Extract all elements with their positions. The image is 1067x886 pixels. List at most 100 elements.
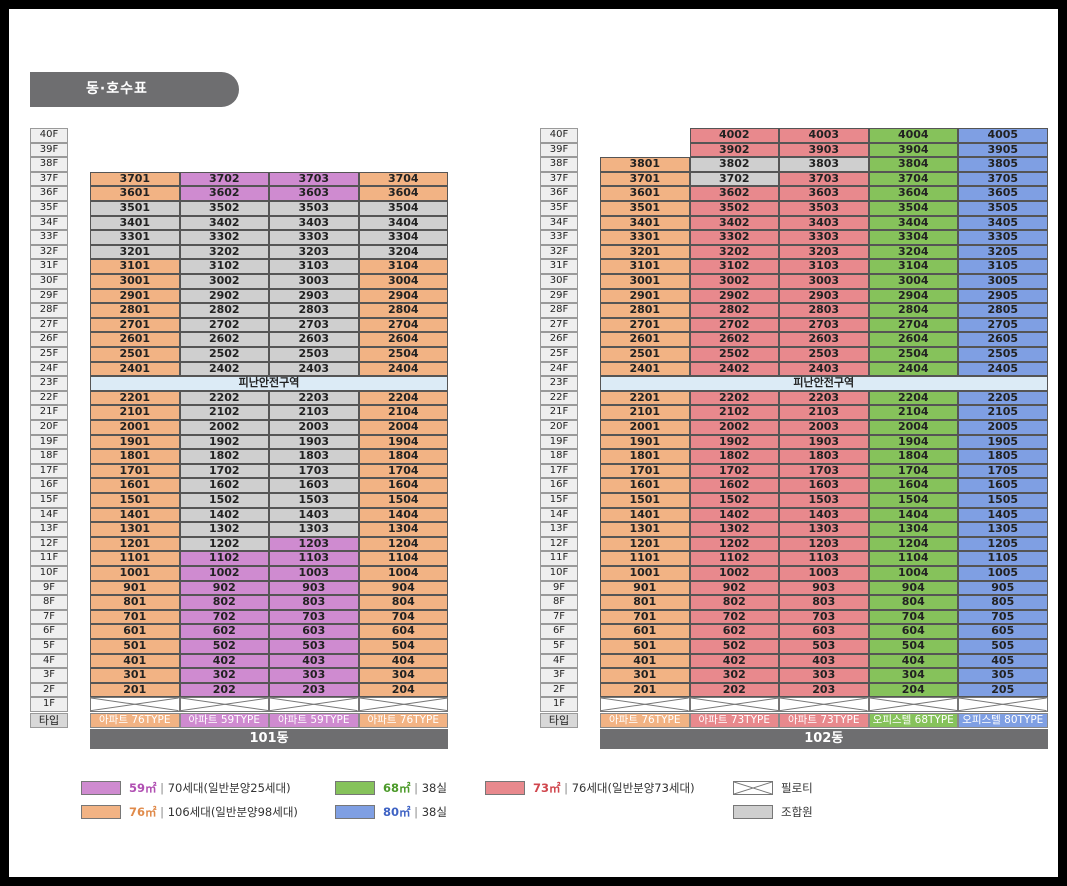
unit-cell[interactable]: 1005 xyxy=(958,566,1048,581)
unit-cell[interactable]: 802 xyxy=(179,595,269,610)
unit-cell[interactable]: 302 xyxy=(179,668,269,683)
unit-cell[interactable]: 2004 xyxy=(358,420,448,435)
unit-cell[interactable]: 3203 xyxy=(779,244,869,260)
unit-cell[interactable]: 804 xyxy=(868,595,958,610)
unit-cell[interactable]: 2405 xyxy=(958,361,1048,377)
unit-cell[interactable]: 3001 xyxy=(600,274,690,289)
unit-cell[interactable]: 1703 xyxy=(779,463,869,479)
unit-cell[interactable]: 1102 xyxy=(179,551,269,566)
unit-cell[interactable]: 2003 xyxy=(269,420,359,435)
unit-cell[interactable]: 1303 xyxy=(779,522,869,537)
unit-cell[interactable]: 201 xyxy=(600,682,690,698)
unit-cell[interactable]: 602 xyxy=(689,624,779,639)
unit-cell[interactable]: 2701 xyxy=(90,317,180,333)
unit-cell[interactable]: 1502 xyxy=(179,493,269,508)
unit-cell[interactable]: 3602 xyxy=(179,186,269,201)
unit-cell[interactable]: 1402 xyxy=(689,507,779,523)
unit-cell[interactable]: 501 xyxy=(90,639,180,654)
unit-cell[interactable]: 2601 xyxy=(600,332,690,347)
unit-cell[interactable]: 2704 xyxy=(358,317,448,333)
unit-cell[interactable]: 704 xyxy=(868,609,958,625)
unit-cell[interactable]: 203 xyxy=(779,682,869,698)
unit-cell[interactable]: 3304 xyxy=(868,230,958,245)
unit-cell[interactable]: 3803 xyxy=(779,157,869,172)
unit-cell[interactable]: 3402 xyxy=(179,215,269,231)
unit-cell[interactable]: 504 xyxy=(868,639,958,654)
unit-cell[interactable]: 204 xyxy=(868,682,958,698)
unit-cell[interactable]: 1803 xyxy=(269,449,359,464)
unit-cell[interactable]: 201 xyxy=(90,682,180,698)
unit-cell[interactable]: 3905 xyxy=(958,142,1048,158)
unit-cell[interactable]: 2604 xyxy=(358,332,448,347)
unit-cell[interactable]: 3302 xyxy=(179,230,269,245)
unit-cell[interactable]: 3104 xyxy=(358,259,448,274)
unit-cell[interactable]: 2905 xyxy=(958,288,1048,304)
unit-cell[interactable]: 1804 xyxy=(358,449,448,464)
unit-cell[interactable]: 3101 xyxy=(90,259,180,274)
unit-cell[interactable]: 3105 xyxy=(958,259,1048,274)
unit-cell[interactable]: 3503 xyxy=(269,201,359,216)
unit-cell[interactable]: 3001 xyxy=(90,274,180,289)
unit-cell[interactable]: 1604 xyxy=(358,478,448,493)
unit-cell[interactable]: 704 xyxy=(358,609,448,625)
unit-cell[interactable]: 1302 xyxy=(179,522,269,537)
unit-cell[interactable]: 3402 xyxy=(689,215,779,231)
unit-cell[interactable]: 302 xyxy=(689,668,779,683)
unit-cell[interactable]: 3603 xyxy=(779,186,869,201)
unit-cell[interactable]: 1902 xyxy=(179,434,269,450)
unit-cell[interactable]: 3703 xyxy=(269,171,359,187)
unit-cell[interactable]: 502 xyxy=(179,639,269,654)
unit-cell[interactable]: 2903 xyxy=(779,288,869,304)
unit-cell[interactable]: 3702 xyxy=(689,171,779,187)
unit-cell[interactable]: 1902 xyxy=(689,434,779,450)
unit-cell[interactable]: 1004 xyxy=(868,566,958,581)
unit-cell[interactable]: 1901 xyxy=(90,434,180,450)
unit-cell[interactable]: 1904 xyxy=(868,434,958,450)
unit-cell[interactable]: 701 xyxy=(600,609,690,625)
unit-cell[interactable]: 1901 xyxy=(600,434,690,450)
unit-cell[interactable]: 1501 xyxy=(90,493,180,508)
unit-cell[interactable]: 3501 xyxy=(600,201,690,216)
unit-cell[interactable]: 2101 xyxy=(90,405,180,420)
unit-cell[interactable]: 804 xyxy=(358,595,448,610)
unit-cell[interactable]: 3103 xyxy=(269,259,359,274)
unit-cell[interactable]: 2701 xyxy=(600,317,690,333)
unit-cell[interactable]: 902 xyxy=(179,580,269,596)
unit-cell[interactable]: 2104 xyxy=(868,405,958,420)
unit-cell[interactable]: 403 xyxy=(269,653,359,669)
unit-cell[interactable]: 1501 xyxy=(600,493,690,508)
unit-cell[interactable]: 802 xyxy=(689,595,779,610)
unit-cell[interactable]: 1104 xyxy=(358,551,448,566)
unit-cell[interactable]: 2201 xyxy=(600,390,690,406)
unit-cell[interactable]: 2501 xyxy=(600,347,690,362)
unit-cell[interactable]: 3605 xyxy=(958,186,1048,201)
unit-cell[interactable]: 1004 xyxy=(358,566,448,581)
unit-cell[interactable]: 2502 xyxy=(689,347,779,362)
unit-cell[interactable]: 2203 xyxy=(779,390,869,406)
unit-cell[interactable]: 2002 xyxy=(179,420,269,435)
unit-cell[interactable]: 1201 xyxy=(600,536,690,552)
unit-cell[interactable]: 2203 xyxy=(269,390,359,406)
unit-cell[interactable]: 3404 xyxy=(868,215,958,231)
unit-cell[interactable]: 3701 xyxy=(600,171,690,187)
unit-cell[interactable]: 1601 xyxy=(600,478,690,493)
unit-cell[interactable]: 3002 xyxy=(179,274,269,289)
unit-cell[interactable]: 503 xyxy=(779,639,869,654)
unit-cell[interactable]: 2901 xyxy=(600,288,690,304)
unit-cell[interactable]: 301 xyxy=(90,668,180,683)
unit-cell[interactable]: 3604 xyxy=(868,186,958,201)
unit-cell[interactable]: 3003 xyxy=(269,274,359,289)
unit-cell[interactable]: 3504 xyxy=(358,201,448,216)
unit-cell[interactable]: 2601 xyxy=(90,332,180,347)
unit-cell[interactable]: 3403 xyxy=(779,215,869,231)
unit-cell[interactable]: 2204 xyxy=(358,390,448,406)
unit-cell[interactable]: 1703 xyxy=(269,463,359,479)
unit-cell[interactable]: 2504 xyxy=(868,347,958,362)
unit-cell[interactable]: 304 xyxy=(868,668,958,683)
unit-cell[interactable]: 3404 xyxy=(358,215,448,231)
unit-cell[interactable]: 2202 xyxy=(179,390,269,406)
unit-cell[interactable]: 3703 xyxy=(779,171,869,187)
unit-cell[interactable]: 1003 xyxy=(269,566,359,581)
unit-cell[interactable]: 2805 xyxy=(958,303,1048,318)
unit-cell[interactable]: 2401 xyxy=(90,361,180,377)
